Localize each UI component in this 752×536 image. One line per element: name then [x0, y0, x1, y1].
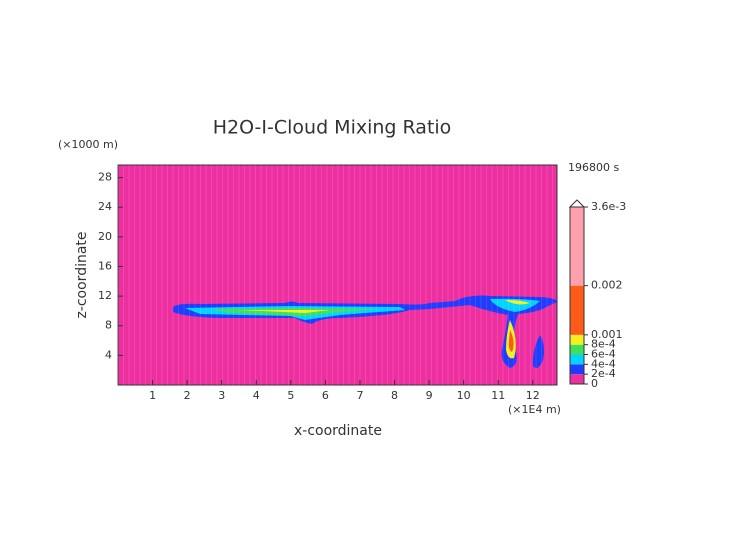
x-tick-label: 7 — [356, 389, 363, 402]
y-tick-label: 12 — [98, 289, 112, 302]
y-unit: (×1000 m) — [58, 138, 118, 151]
contour-cyan — [490, 298, 540, 312]
y-tick-label: 28 — [98, 171, 112, 184]
x-tick-label: 3 — [218, 389, 225, 402]
x-tick-label: 12 — [526, 389, 540, 402]
y-axis-label: z-coordinate — [74, 231, 90, 318]
x-tick-label: 9 — [426, 389, 433, 402]
x-unit: (×1E4 m) — [508, 403, 561, 416]
colorbar-label: 3.6e-3 — [591, 200, 626, 213]
y-tick-label: 16 — [98, 259, 112, 272]
colorbar-segment — [570, 344, 584, 355]
time-label: 196800 s — [568, 161, 619, 174]
x-tick-label: 1 — [149, 389, 156, 402]
colorbar-segment — [570, 207, 584, 286]
colorbar-label: 0.002 — [591, 279, 623, 292]
colorbar-segment — [570, 285, 584, 335]
x-tick-label: 2 — [184, 389, 191, 402]
colorbar-label: 4e-4 — [591, 357, 616, 370]
x-axis-label: x-coordinate — [294, 423, 382, 439]
cloud-contours — [173, 295, 557, 368]
contour-yellow — [505, 300, 530, 305]
colorbar-label: 0.001 — [591, 328, 623, 341]
x-tick-label: 5 — [287, 389, 294, 402]
x-tick-label: 4 — [253, 389, 260, 402]
x-tick-label: 8 — [391, 389, 398, 402]
x-tick-label: 11 — [491, 389, 505, 402]
colorbar-label: 2e-4 — [591, 367, 616, 380]
x-tick-label: 10 — [457, 389, 471, 402]
colorbar-label: 6e-4 — [591, 348, 616, 361]
contour-blue — [532, 335, 544, 368]
colorbar-label: 8e-4 — [591, 338, 616, 351]
chart-title: H2O-I-Cloud Mixing Ratio — [213, 117, 452, 139]
plot-field — [118, 165, 557, 385]
colorbar-label: 0 — [591, 377, 598, 390]
plot-frame — [117, 164, 558, 386]
colorbar-segment — [570, 334, 584, 345]
contour-yellow — [240, 310, 330, 313]
colorbar-segment — [570, 364, 584, 375]
colorbar-frame — [569, 206, 585, 385]
y-tick-label: 8 — [105, 319, 112, 332]
colorbar-segment — [570, 354, 584, 365]
contour-orange — [508, 330, 514, 352]
y-tick-label: 4 — [105, 348, 112, 361]
y-tick-label: 24 — [98, 200, 112, 213]
y-tick-label: 20 — [98, 230, 112, 243]
colorbar-segment — [570, 374, 584, 384]
colorbar-triangle — [568, 199, 586, 208]
x-tick-label: 6 — [322, 389, 329, 402]
